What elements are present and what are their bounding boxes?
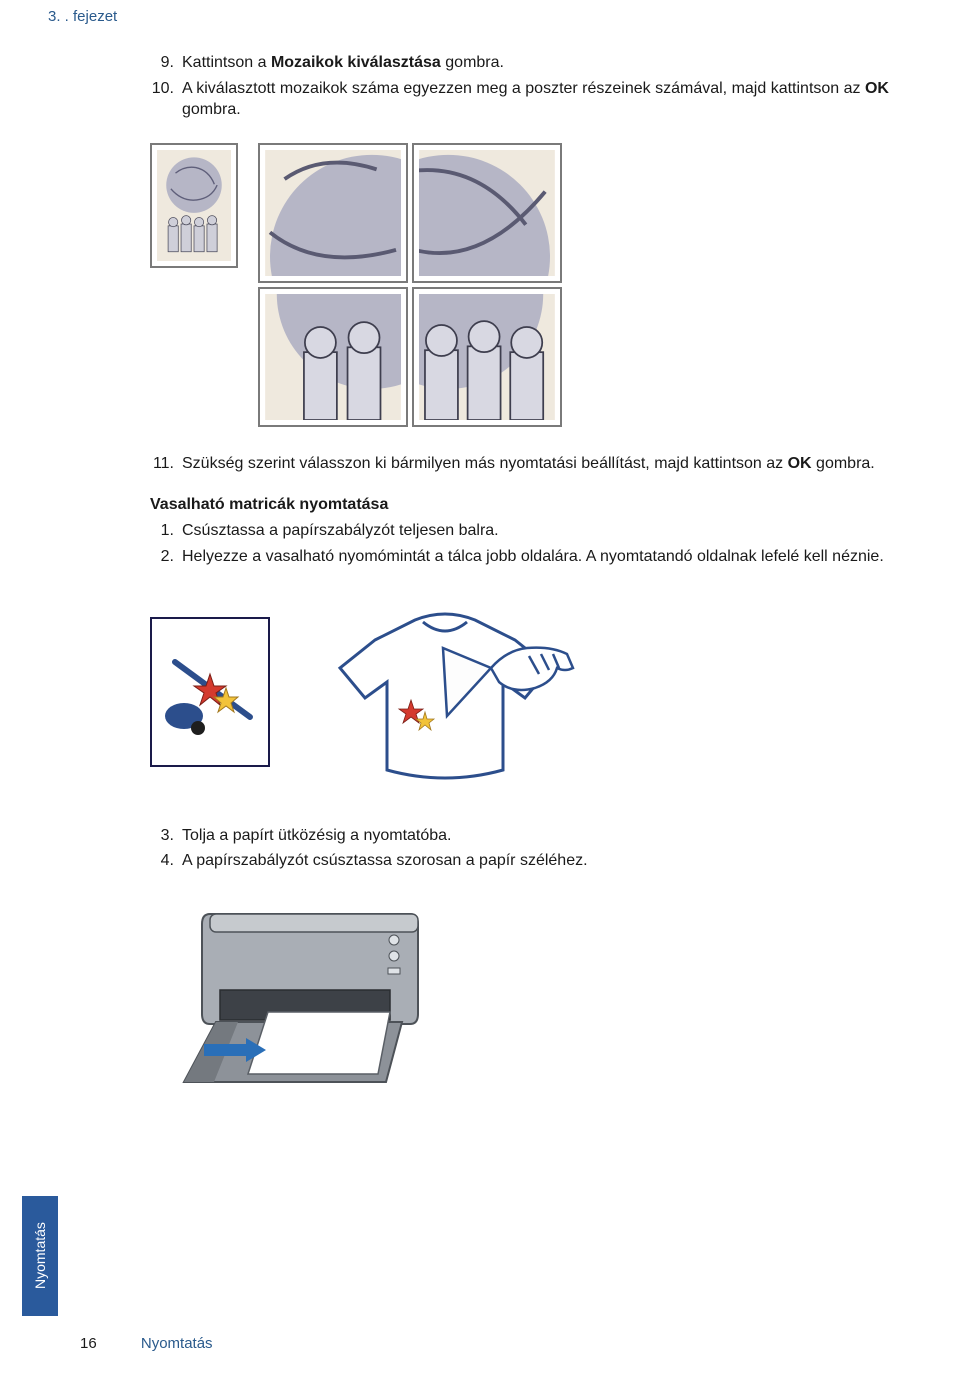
list-item: 10.A kiválasztott mozaikok száma egyezze… (150, 78, 900, 121)
bold-text: OK (788, 455, 812, 472)
tshirt-illustration (315, 590, 575, 795)
section-title: Vasalható matricák nyomtatása (150, 496, 900, 514)
step-number: 3. (150, 825, 182, 847)
tshirt-figure (150, 590, 900, 795)
list-item: 1.Csúsztassa a papírszabályzót teljesen … (150, 520, 900, 542)
step-text: Tolja a papírt ütközésig a nyomtatóba. (182, 825, 900, 847)
step-number: 1. (150, 520, 182, 542)
poster-tile-3 (258, 287, 408, 427)
step-number: 9. (150, 52, 182, 74)
poster-thumbnail (150, 143, 238, 268)
transfer-paper (150, 617, 270, 767)
poster-tile-2 (412, 143, 562, 283)
step-11: 11. Szükség szerint válasszon ki bármily… (150, 453, 900, 475)
text: gombra. (812, 455, 875, 472)
bold-text: Mozaikok kiválasztása (271, 54, 441, 71)
text: A kiválasztott mozaikok száma egyezzen m… (182, 80, 865, 97)
page-number: 16 (80, 1335, 97, 1352)
step-text: Szükség szerint válasszon ki bármilyen m… (182, 453, 900, 475)
step-text: A papírszabályzót csúsztassa szorosan a … (182, 850, 900, 872)
text: Kattintson a (182, 54, 271, 71)
step-text: Kattintson a Mozaikok kiválasztása gombr… (182, 52, 900, 74)
chapter-heading: 3. . fejezet (48, 8, 117, 25)
poster-figure (150, 143, 900, 427)
text: gombra. (441, 54, 504, 71)
side-tab: Nyomtatás (22, 1196, 58, 1316)
footer: 16 Nyomtatás (80, 1335, 213, 1352)
poster-tile-1 (258, 143, 408, 283)
text: Szükség szerint válasszon ki bármilyen m… (182, 455, 788, 472)
poster-tile-4 (412, 287, 562, 427)
main-content: 9.Kattintson a Mozaikok kiválasztása gom… (150, 52, 900, 1109)
step-number: 4. (150, 850, 182, 872)
bold-text: OK (865, 80, 889, 97)
poster-tiles (258, 143, 562, 427)
step-text: Csúsztassa a papírszabályzót teljesen ba… (182, 520, 900, 542)
step-number: 11. (150, 453, 182, 475)
list-item: 3.Tolja a papírt ütközésig a nyomtatóba. (150, 825, 900, 847)
list-item: 4.A papírszabályzót csúsztassa szorosan … (150, 850, 900, 872)
step-text: Helyezze a vasalható nyomómintát a tálca… (182, 546, 900, 568)
step-number: 2. (150, 546, 182, 568)
printer-figure (150, 894, 900, 1109)
list-item: 2.Helyezze a vasalható nyomómintát a tál… (150, 546, 900, 568)
footer-section: Nyomtatás (141, 1335, 213, 1352)
step-text: A kiválasztott mozaikok száma egyezzen m… (182, 78, 900, 121)
list-item: 9.Kattintson a Mozaikok kiválasztása gom… (150, 52, 900, 74)
step-number: 10. (150, 78, 182, 121)
text: gombra. (182, 101, 241, 118)
